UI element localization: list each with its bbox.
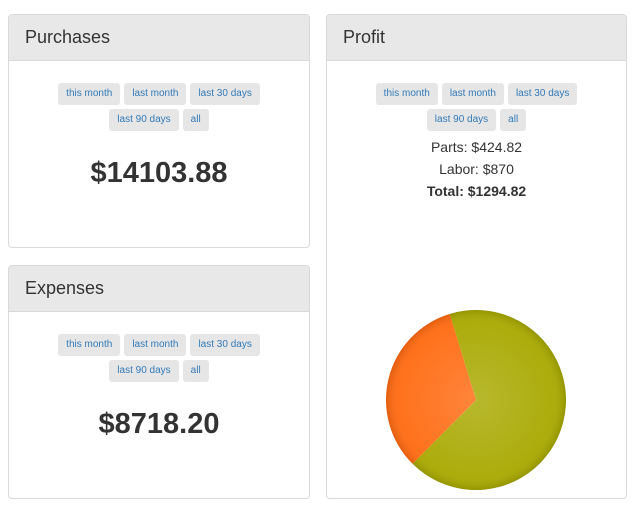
purchases-filter-last-month-button[interactable]: last month xyxy=(124,83,187,105)
purchases-heading: Purchases xyxy=(9,15,309,61)
purchases-filter-this-month-button[interactable]: this month xyxy=(58,83,121,105)
profit-filter-last-month-button[interactable]: last month xyxy=(441,83,504,105)
purchases-total-value: $14103.88 xyxy=(90,157,228,189)
profit-total-text: Total: $1294.82 xyxy=(426,183,527,199)
profit-title: Profit xyxy=(343,27,386,47)
profit-filter-this-month-button[interactable]: this month xyxy=(375,83,438,105)
profit-filter-last-90-days-button[interactable]: last 90 days xyxy=(426,109,497,131)
expenses-filter-last-90-days-button[interactable]: last 90 days xyxy=(109,360,179,382)
purchases-filter-group: this month last month last 30 days last … xyxy=(54,83,264,131)
expenses-title: Expenses xyxy=(25,278,105,298)
expenses-filter-last-30-days-button[interactable]: last 30 days xyxy=(190,334,260,356)
profit-heading: Profit xyxy=(327,15,626,61)
profit-pie-chart xyxy=(386,310,566,490)
expenses-panel: Expenses this month last month last 30 d… xyxy=(8,265,310,499)
pie-shading-overlay xyxy=(386,310,566,490)
expenses-total-value: $8718.20 xyxy=(98,408,220,440)
profit-filter-all-button[interactable]: all xyxy=(500,109,527,131)
profit-filter-group: this month last month last 30 days last … xyxy=(372,83,582,131)
expenses-heading: Expenses xyxy=(9,266,309,312)
expenses-filter-all-button[interactable]: all xyxy=(182,360,209,382)
expenses-filter-last-month-button[interactable]: last month xyxy=(124,334,187,356)
expenses-filter-this-month-button[interactable]: this month xyxy=(58,334,121,356)
profit-parts-text: Parts: $424.82 xyxy=(430,139,523,155)
purchases-title: Purchases xyxy=(25,27,111,47)
purchases-filter-last-30-days-button[interactable]: last 30 days xyxy=(190,83,260,105)
profit-filter-last-30-days-button[interactable]: last 30 days xyxy=(507,83,578,105)
purchases-panel: Purchases this month last month last 30 … xyxy=(8,14,310,248)
expenses-filter-group: this month last month last 30 days last … xyxy=(54,334,264,382)
purchases-filter-last-90-days-button[interactable]: last 90 days xyxy=(109,109,179,131)
purchases-filter-all-button[interactable]: all xyxy=(182,109,209,131)
profit-labor-text: Labor: $870 xyxy=(439,161,514,177)
profit-panel: Profit this month last month last 30 day… xyxy=(326,14,627,499)
